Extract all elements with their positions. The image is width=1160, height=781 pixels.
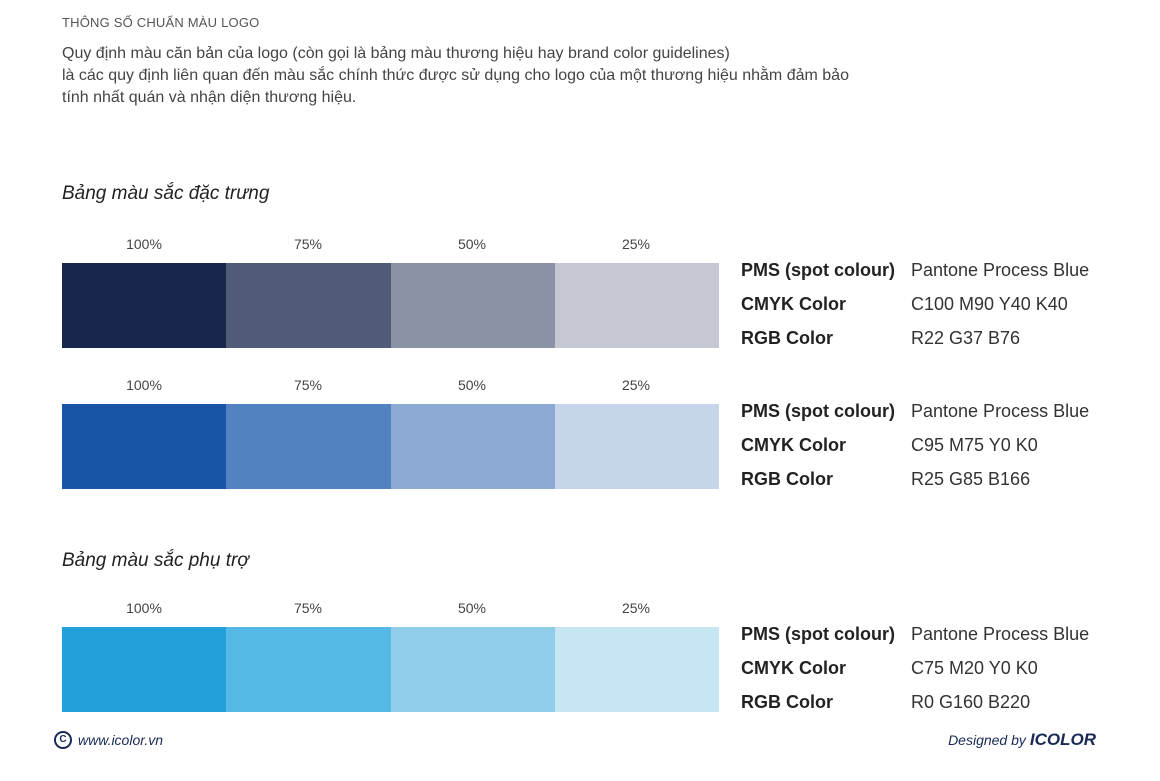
color-swatch	[62, 263, 227, 348]
percentage-label: 100%	[126, 377, 162, 393]
percentage-label: 50%	[457, 377, 487, 393]
eyebrow-title: THÔNG SỐ CHUẨN MÀU LOGO	[62, 15, 260, 30]
spec-row-rgb: RGB Color R22 G37 B76	[741, 328, 1121, 362]
spec-label: RGB Color	[741, 469, 833, 489]
color-specs: PMS (spot colour) Pantone Process Blue C…	[741, 624, 1121, 726]
spec-value: R25 G85 B166	[911, 469, 1031, 489]
intro-paragraph: Quy định màu căn bản của logo (còn gọi l…	[62, 43, 942, 109]
percentage-label: 25%	[621, 377, 651, 393]
spec-label: PMS (spot colour)	[741, 624, 895, 644]
footer-website: C www.icolor.vn	[54, 731, 163, 749]
color-swatch	[390, 404, 555, 489]
percentage-label: 25%	[621, 600, 651, 616]
percentage-label: 50%	[457, 600, 487, 616]
color-swatch	[390, 627, 555, 712]
color-swatch	[554, 263, 719, 348]
color-swatch	[226, 404, 391, 489]
color-swatch	[62, 627, 227, 712]
color-swatch	[226, 263, 391, 348]
spec-row-cmyk: CMYK Color C95 M75 Y0 K0	[741, 435, 1121, 469]
color-swatch	[554, 627, 719, 712]
percentage-label: 75%	[293, 236, 323, 252]
percentage-row: 100% 75% 50% 25%	[62, 377, 718, 397]
section-title-secondary: Bảng màu sắc phụ trợ	[62, 550, 249, 571]
copyright-icon: C	[54, 731, 72, 749]
spec-label: RGB Color	[741, 692, 833, 712]
percentage-label: 100%	[126, 236, 162, 252]
spec-row-cmyk: CMYK Color C75 M20 Y0 K0	[741, 658, 1121, 692]
spec-row-pms: PMS (spot colour) Pantone Process Blue	[741, 401, 1121, 435]
percentage-label: 100%	[126, 600, 162, 616]
palette-blue: 100% 75% 50% 25% PMS (spot colour) Panto…	[62, 377, 1122, 497]
color-specs: PMS (spot colour) Pantone Process Blue C…	[741, 401, 1121, 503]
palette-sky: 100% 75% 50% 25% PMS (spot colour) Panto…	[62, 600, 1122, 720]
website-link[interactable]: www.icolor.vn	[78, 732, 164, 748]
spec-row-cmyk: CMYK Color C100 M90 Y40 K40	[741, 294, 1121, 328]
spec-value: C75 M20 Y0 K0	[911, 658, 1038, 678]
spec-value: C100 M90 Y40 K40	[911, 294, 1068, 314]
footer-credit: Designed by ICOLOR	[948, 730, 1096, 750]
spec-row-pms: PMS (spot colour) Pantone Process Blue	[741, 624, 1121, 658]
spec-value: Pantone Process Blue	[911, 260, 1090, 280]
spec-row-rgb: RGB Color R25 G85 B166	[741, 469, 1121, 503]
section-title-primary: Bảng màu sắc đặc trưng	[62, 183, 270, 204]
spec-value: C95 M75 Y0 K0	[911, 435, 1038, 455]
swatch-strip	[62, 263, 719, 348]
intro-line: tính nhất quán và nhận diện thương hiệu.	[62, 89, 357, 106]
palette-navy: 100% 75% 50% 25% PMS (spot colour) Panto…	[62, 236, 1122, 356]
percentage-row: 100% 75% 50% 25%	[62, 236, 718, 256]
swatch-strip	[62, 627, 719, 712]
color-swatch	[226, 627, 391, 712]
percentage-label: 50%	[457, 236, 487, 252]
color-specs: PMS (spot colour) Pantone Process Blue C…	[741, 260, 1121, 362]
color-swatch	[554, 404, 719, 489]
spec-value: R22 G37 B76	[911, 328, 1021, 348]
spec-row-rgb: RGB Color R0 G160 B220	[741, 692, 1121, 726]
swatch-strip	[62, 404, 719, 489]
color-swatch	[390, 263, 555, 348]
color-swatch	[62, 404, 227, 489]
spec-label: PMS (spot colour)	[741, 260, 895, 280]
percentage-label: 25%	[621, 236, 651, 252]
intro-line: là các quy định liên quan đến màu sắc ch…	[62, 67, 849, 84]
spec-value: R0 G160 B220	[911, 692, 1031, 712]
brand-logo: ICOLOR	[1029, 730, 1096, 749]
spec-value: Pantone Process Blue	[911, 624, 1090, 644]
spec-label: CMYK Color	[741, 435, 846, 455]
percentage-label: 75%	[293, 600, 323, 616]
percentage-row: 100% 75% 50% 25%	[62, 600, 718, 620]
spec-label: CMYK Color	[741, 294, 846, 314]
intro-line: Quy định màu căn bản của logo (còn gọi l…	[62, 45, 730, 62]
spec-label: PMS (spot colour)	[741, 401, 895, 421]
spec-label: CMYK Color	[741, 658, 846, 678]
spec-value: Pantone Process Blue	[911, 401, 1090, 421]
designed-by-label: Designed by	[948, 732, 1026, 748]
percentage-label: 75%	[293, 377, 323, 393]
spec-row-pms: PMS (spot colour) Pantone Process Blue	[741, 260, 1121, 294]
spec-label: RGB Color	[741, 328, 833, 348]
